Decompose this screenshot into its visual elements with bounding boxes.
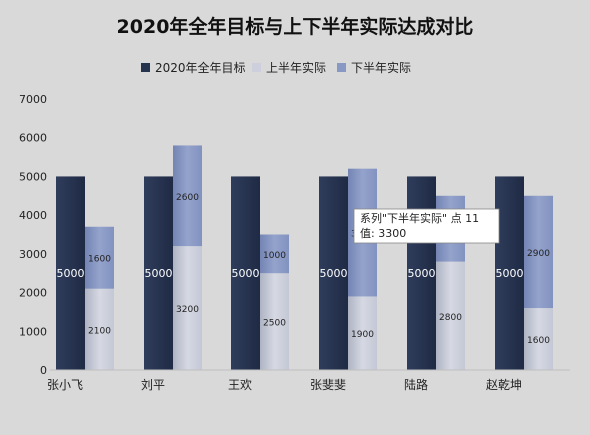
- bar-first-half: [348, 296, 377, 370]
- tooltip-line-2: 值: 3300: [360, 227, 406, 240]
- x-category-label: 刘平: [141, 378, 165, 392]
- chart-title: 2020年全年目标与上下半年实际达成对比: [117, 15, 474, 38]
- x-category-label: 陆路: [404, 377, 428, 392]
- bar-target: [56, 176, 85, 370]
- bar-first-half: [260, 273, 289, 370]
- x-category-label: 赵乾坤: [486, 377, 522, 392]
- bar-second-half: [524, 195, 553, 309]
- legend: 2020年全年目标 上半年实际 下半年实际: [141, 60, 411, 75]
- bar-target: [144, 176, 173, 370]
- tooltip-box: [353, 208, 500, 244]
- bar-first-half: [85, 288, 114, 370]
- bar-second-half: [260, 234, 289, 274]
- data-label-first-half: 2500: [263, 319, 286, 329]
- data-label-target: 5000: [408, 267, 436, 280]
- data-label-first-half: 3200: [176, 305, 199, 315]
- legend-label: 2020年全年目标: [155, 60, 246, 75]
- data-label-first-half: 2100: [88, 326, 111, 336]
- legend-swatch: [141, 63, 150, 72]
- y-tick-label: 4000: [19, 209, 47, 222]
- y-tick-label: 2000: [19, 287, 47, 300]
- tooltip-line-1: 系列"下半年实际" 点 11: [360, 211, 479, 225]
- data-label-target: 5000: [320, 267, 348, 280]
- bar-target: [495, 176, 524, 370]
- bar-target: [231, 176, 260, 370]
- tooltip: 系列"下半年实际" 点 11 值: 3300: [353, 208, 500, 244]
- x-category-label: 张斐斐: [310, 378, 346, 392]
- y-tick-label: 1000: [19, 325, 47, 338]
- legend-label: 上半年实际: [266, 60, 326, 75]
- y-tick-label: 0: [40, 364, 47, 377]
- bar-first-half: [436, 261, 465, 370]
- y-tick-label: 3000: [19, 248, 47, 261]
- data-label-first-half: 1600: [527, 336, 550, 346]
- x-category-label: 王欢: [228, 377, 252, 392]
- x-axis: 张小飞 刘平 王欢 张斐斐 陆路 赵乾坤: [47, 369, 570, 392]
- data-label-second-half: 2900: [527, 249, 550, 259]
- legend-swatch: [337, 63, 346, 72]
- data-label-first-half: 1900: [351, 330, 374, 340]
- data-label-target: 5000: [496, 267, 524, 280]
- data-label-target: 5000: [145, 267, 173, 280]
- y-axis: 0 1000 2000 3000 4000 5000 6000 7000: [19, 93, 47, 377]
- data-label-second-half: 1000: [263, 251, 286, 261]
- y-tick-label: 7000: [19, 93, 47, 106]
- data-label-second-half: 2600: [176, 193, 199, 203]
- data-label-second-half: 1600: [88, 255, 111, 265]
- y-tick-label: 5000: [19, 170, 47, 183]
- bar-second-half: [85, 226, 114, 289]
- data-label-target: 5000: [232, 267, 260, 280]
- bar-first-half: [524, 308, 553, 370]
- plot-area: 5000210016005000320026005000250010005000…: [56, 145, 553, 370]
- data-label-first-half: 2800: [439, 313, 462, 323]
- x-category-label: 张小飞: [47, 378, 83, 392]
- y-tick-label: 6000: [19, 132, 47, 145]
- legend-swatch: [252, 63, 261, 72]
- bar-first-half: [173, 246, 202, 370]
- bar-second-half: [173, 145, 202, 247]
- legend-label: 下半年实际: [351, 60, 411, 75]
- data-label-target: 5000: [57, 267, 85, 280]
- bar-target: [319, 176, 348, 370]
